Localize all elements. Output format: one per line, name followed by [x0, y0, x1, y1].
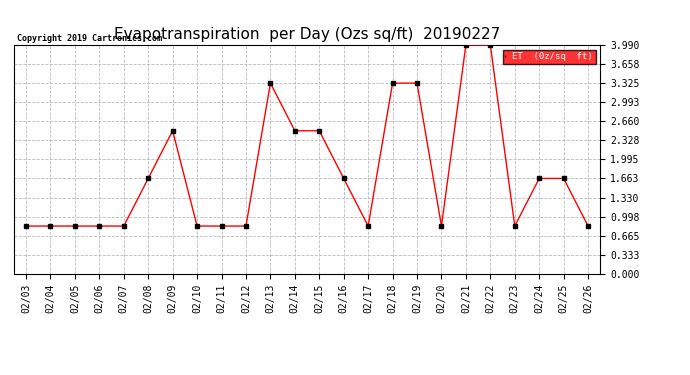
Text: Copyright 2019 Cartronics.com: Copyright 2019 Cartronics.com — [17, 34, 161, 43]
Title: Evapotranspiration  per Day (Ozs sq/ft)  20190227: Evapotranspiration per Day (Ozs sq/ft) 2… — [114, 27, 500, 42]
Legend: ET  (0z/sq  ft): ET (0z/sq ft) — [502, 50, 595, 64]
